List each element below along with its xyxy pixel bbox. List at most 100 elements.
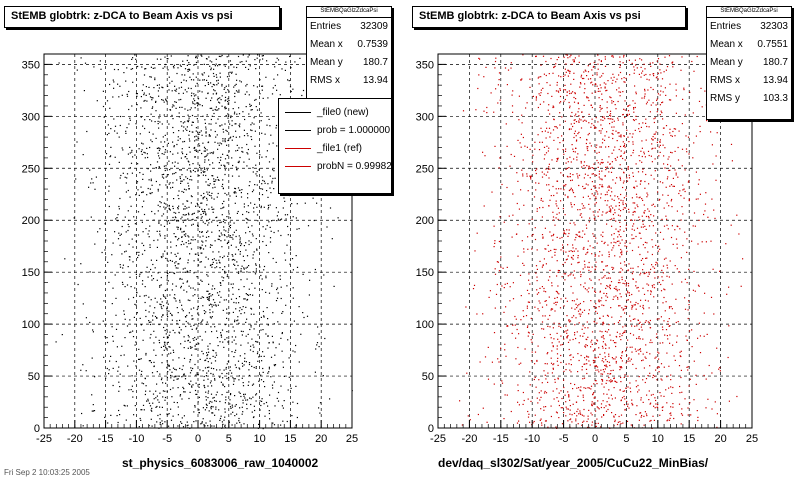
scatter-point — [579, 235, 581, 237]
scatter-point — [597, 88, 600, 90]
scatter-point — [580, 213, 582, 215]
scatter-point — [566, 54, 568, 56]
scatter-point — [537, 345, 539, 347]
scatter-point — [565, 297, 567, 299]
scatter-point — [187, 160, 189, 162]
scatter-point — [698, 179, 700, 181]
scatter-point — [220, 415, 222, 417]
scatter-point — [543, 258, 545, 260]
scatter-point — [626, 180, 628, 182]
scatter-point — [601, 416, 603, 418]
scatter-point — [159, 421, 161, 424]
scatter-points — [459, 54, 744, 429]
scatter-point — [557, 157, 559, 159]
scatter-point — [224, 192, 226, 194]
scatter-point — [210, 123, 212, 125]
scatter-point — [230, 64, 232, 66]
scatter-point — [539, 103, 541, 105]
scatter-point — [185, 219, 187, 221]
scatter-point — [574, 224, 576, 226]
scatter-point — [494, 242, 496, 244]
scatter-point — [571, 63, 573, 65]
scatter-point — [609, 210, 611, 212]
scatter-point — [272, 158, 275, 160]
scatter-point — [631, 234, 633, 236]
scatter-point — [263, 265, 266, 268]
scatter-point — [620, 136, 622, 138]
scatter-point — [116, 346, 118, 348]
scatter-point — [255, 393, 258, 395]
scatter-point — [666, 224, 668, 226]
scatter-point — [164, 343, 166, 345]
scatter-point — [210, 129, 212, 131]
scatter-point — [696, 55, 698, 58]
scatter-point — [187, 212, 190, 214]
scatter-point — [603, 292, 605, 294]
scatter-point — [635, 386, 638, 388]
scatter-point — [255, 68, 257, 70]
scatter-point — [201, 152, 203, 155]
scatter-point — [647, 215, 650, 218]
scatter-point — [572, 244, 574, 246]
scatter-point — [674, 169, 676, 171]
scatter-point — [590, 271, 592, 273]
scatter-point — [549, 168, 551, 170]
scatter-point — [516, 422, 519, 424]
scatter-point — [659, 392, 661, 394]
scatter-point — [652, 376, 654, 379]
scatter-point — [240, 192, 242, 194]
scatter-point — [145, 354, 147, 356]
scatter-point — [302, 273, 304, 275]
scatter-point — [192, 239, 194, 241]
scatter-point — [528, 279, 530, 281]
scatter-point — [222, 183, 224, 185]
scatter-point — [246, 403, 248, 405]
scatter-point — [577, 423, 579, 425]
scatter-point — [219, 72, 221, 74]
scatter-point — [691, 240, 693, 242]
scatter-point — [523, 264, 525, 266]
scatter-point — [194, 336, 196, 339]
scatter-point — [602, 119, 604, 121]
scatter-point — [124, 286, 126, 288]
scatter-point — [687, 366, 689, 368]
scatter-point — [200, 202, 202, 204]
scatter-point — [238, 89, 240, 91]
scatter-point — [544, 390, 546, 393]
scatter-point — [247, 342, 249, 344]
scatter-point — [666, 218, 668, 220]
scatter-point — [180, 169, 182, 171]
scatter-point — [113, 87, 115, 89]
scatter-point — [634, 106, 636, 109]
scatter-point — [212, 397, 214, 399]
scatter-point — [92, 329, 94, 331]
scatter-point — [135, 273, 137, 275]
scatter-point — [493, 332, 496, 334]
scatter-point — [565, 148, 567, 150]
scatter-point — [563, 273, 565, 275]
scatter-point — [691, 60, 693, 63]
scatter-point — [592, 211, 594, 213]
scatter-point — [266, 150, 268, 152]
scatter-point — [635, 118, 637, 121]
scatter-point — [548, 147, 550, 149]
scatter-point — [190, 347, 192, 349]
scatter-point — [202, 305, 204, 307]
scatter-point — [242, 385, 245, 387]
scatter-point — [660, 283, 662, 286]
scatter-point — [212, 72, 215, 75]
scatter-point — [554, 297, 556, 299]
scatter-point — [611, 100, 613, 102]
scatter-point — [593, 397, 595, 399]
scatter-point — [630, 358, 632, 360]
scatter-point — [625, 387, 627, 389]
scatter-point — [271, 422, 273, 424]
scatter-point — [662, 238, 665, 240]
scatter-point — [498, 167, 500, 169]
scatter-point — [555, 90, 557, 92]
scatter-point — [573, 250, 575, 252]
scatter-point — [532, 95, 534, 97]
scatter-point — [635, 308, 637, 310]
scatter-point — [534, 148, 536, 150]
scatter-point — [179, 278, 181, 280]
